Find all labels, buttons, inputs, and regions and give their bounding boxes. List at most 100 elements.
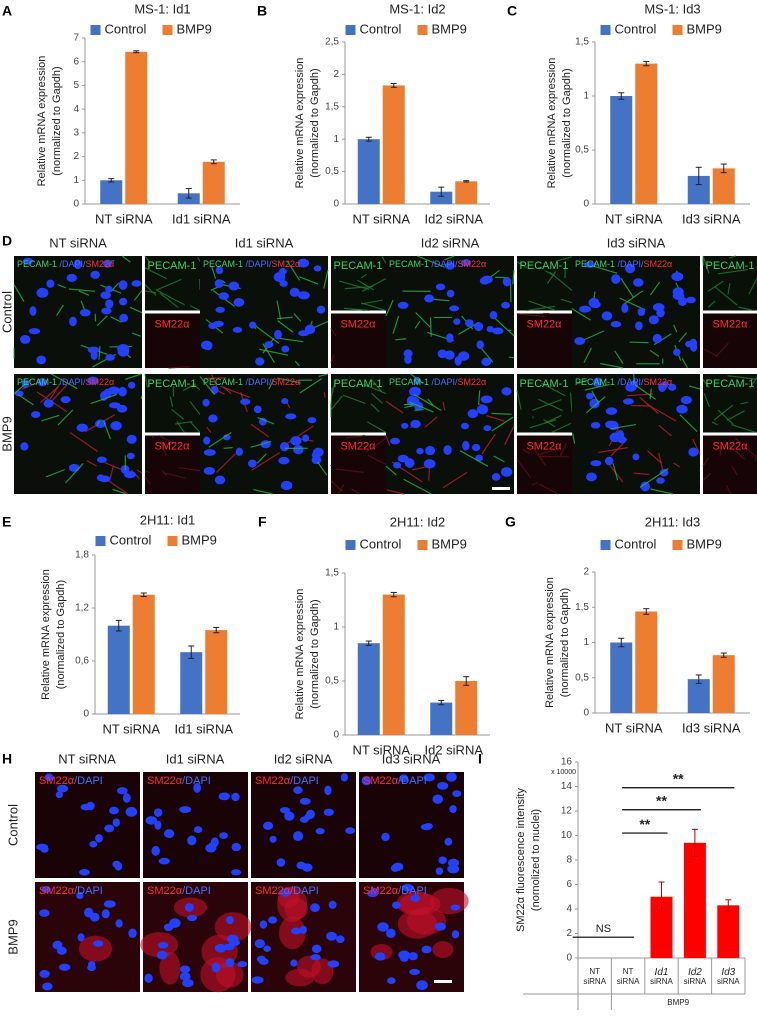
nucleus xyxy=(228,939,241,946)
bar xyxy=(357,139,380,204)
nucleus xyxy=(381,832,390,842)
y-tick-label: 4 xyxy=(566,904,572,915)
fiber xyxy=(144,470,151,474)
nucleus xyxy=(432,794,444,804)
nucleus xyxy=(327,960,340,968)
nucleus xyxy=(685,340,693,348)
legend-label: BMP9 xyxy=(687,536,722,551)
nucleus xyxy=(145,816,158,825)
fiber xyxy=(159,440,167,457)
merge-label-part: /DAPI xyxy=(182,775,211,787)
nucleus xyxy=(311,944,322,954)
channel-label: PECAM-1 xyxy=(520,260,569,272)
bar xyxy=(687,679,710,713)
nucleus xyxy=(254,939,265,949)
nucleus xyxy=(93,940,104,947)
fiber xyxy=(526,305,556,312)
nucleus xyxy=(281,398,289,405)
nucleus xyxy=(313,265,322,272)
nucleus xyxy=(437,782,449,790)
x-tick-label: NT siRNA xyxy=(352,742,410,757)
nucleus xyxy=(445,261,455,270)
fiber xyxy=(427,398,434,406)
merge-label-part: SM22α xyxy=(363,885,399,897)
nucleus xyxy=(311,455,322,465)
fiber xyxy=(96,315,108,327)
nucleus xyxy=(390,437,401,445)
fiber xyxy=(133,290,143,301)
fiber xyxy=(276,316,293,320)
cell-body xyxy=(159,951,181,985)
merge-label-part: PECAM-1 xyxy=(575,377,618,387)
legend-label: BMP9 xyxy=(687,21,722,36)
channel-label: SM22α xyxy=(154,440,190,452)
fiber xyxy=(110,316,122,323)
nucleus xyxy=(69,316,77,327)
channel-label: SM22α xyxy=(526,440,562,452)
panel-letter: E xyxy=(2,514,11,530)
merge-label: SM22α/DAPI xyxy=(147,775,211,787)
fiber xyxy=(17,394,34,406)
fiber xyxy=(415,312,431,328)
chart-title: 2H11: Id1 xyxy=(140,512,195,527)
nucleus xyxy=(219,832,228,839)
nucleus xyxy=(452,790,462,798)
x-tick-label-line: Id1 xyxy=(655,967,669,978)
nucleus xyxy=(444,350,455,360)
fiber xyxy=(318,373,329,378)
fiber xyxy=(41,414,60,422)
nucleus xyxy=(19,335,31,344)
nucleus xyxy=(324,785,332,796)
nucleus xyxy=(278,456,290,465)
nucleus xyxy=(228,281,240,291)
fiber xyxy=(477,390,481,406)
cell-body xyxy=(284,898,308,920)
fiber xyxy=(330,327,337,337)
nucleus xyxy=(676,404,688,414)
fiber xyxy=(424,416,438,428)
nucleus xyxy=(108,386,120,395)
nucleus xyxy=(184,903,194,912)
nucleus xyxy=(116,787,128,795)
y-axis-label: Relative mRNA expression xyxy=(40,569,52,700)
fiber xyxy=(342,394,366,404)
nucleus xyxy=(237,961,248,968)
fiber xyxy=(673,324,678,333)
y-tick-label: 1 xyxy=(73,175,79,186)
y-axis-label: (normalized to Gapdh) xyxy=(309,599,321,708)
fiber xyxy=(703,392,711,408)
fiber xyxy=(78,290,90,296)
nucleus xyxy=(231,792,240,802)
merge-label-part: SM22α xyxy=(39,885,75,897)
nucleus xyxy=(467,409,479,418)
legend-swatch xyxy=(600,540,611,550)
fiber xyxy=(681,358,688,369)
nucleus xyxy=(156,951,168,960)
y-tick-label: 0 xyxy=(333,730,339,741)
nucleus xyxy=(105,299,114,309)
nucleus xyxy=(438,856,447,865)
nucleus xyxy=(374,952,386,961)
nucleus xyxy=(74,259,82,270)
merge-label-part: /DAPI/ xyxy=(60,377,87,387)
nucleus xyxy=(370,887,379,895)
nucleus xyxy=(68,463,80,472)
micrograph xyxy=(145,313,200,368)
fiber xyxy=(268,378,275,390)
nucleus xyxy=(678,296,687,306)
bar xyxy=(712,655,735,713)
fiber xyxy=(385,299,394,317)
fiber xyxy=(702,456,710,467)
nucleus xyxy=(203,436,211,445)
x-tick-label: Id1 siRNA xyxy=(650,967,673,986)
fiber xyxy=(713,404,734,421)
fiber xyxy=(395,338,407,341)
fiber xyxy=(600,362,624,369)
fiber xyxy=(714,342,729,358)
fiber xyxy=(591,390,600,404)
x-tick-label: Id3 siRNA xyxy=(682,211,741,226)
nucleus xyxy=(590,460,602,467)
nucleus xyxy=(215,306,225,313)
nucleus xyxy=(574,337,586,345)
nucleus xyxy=(96,456,107,463)
